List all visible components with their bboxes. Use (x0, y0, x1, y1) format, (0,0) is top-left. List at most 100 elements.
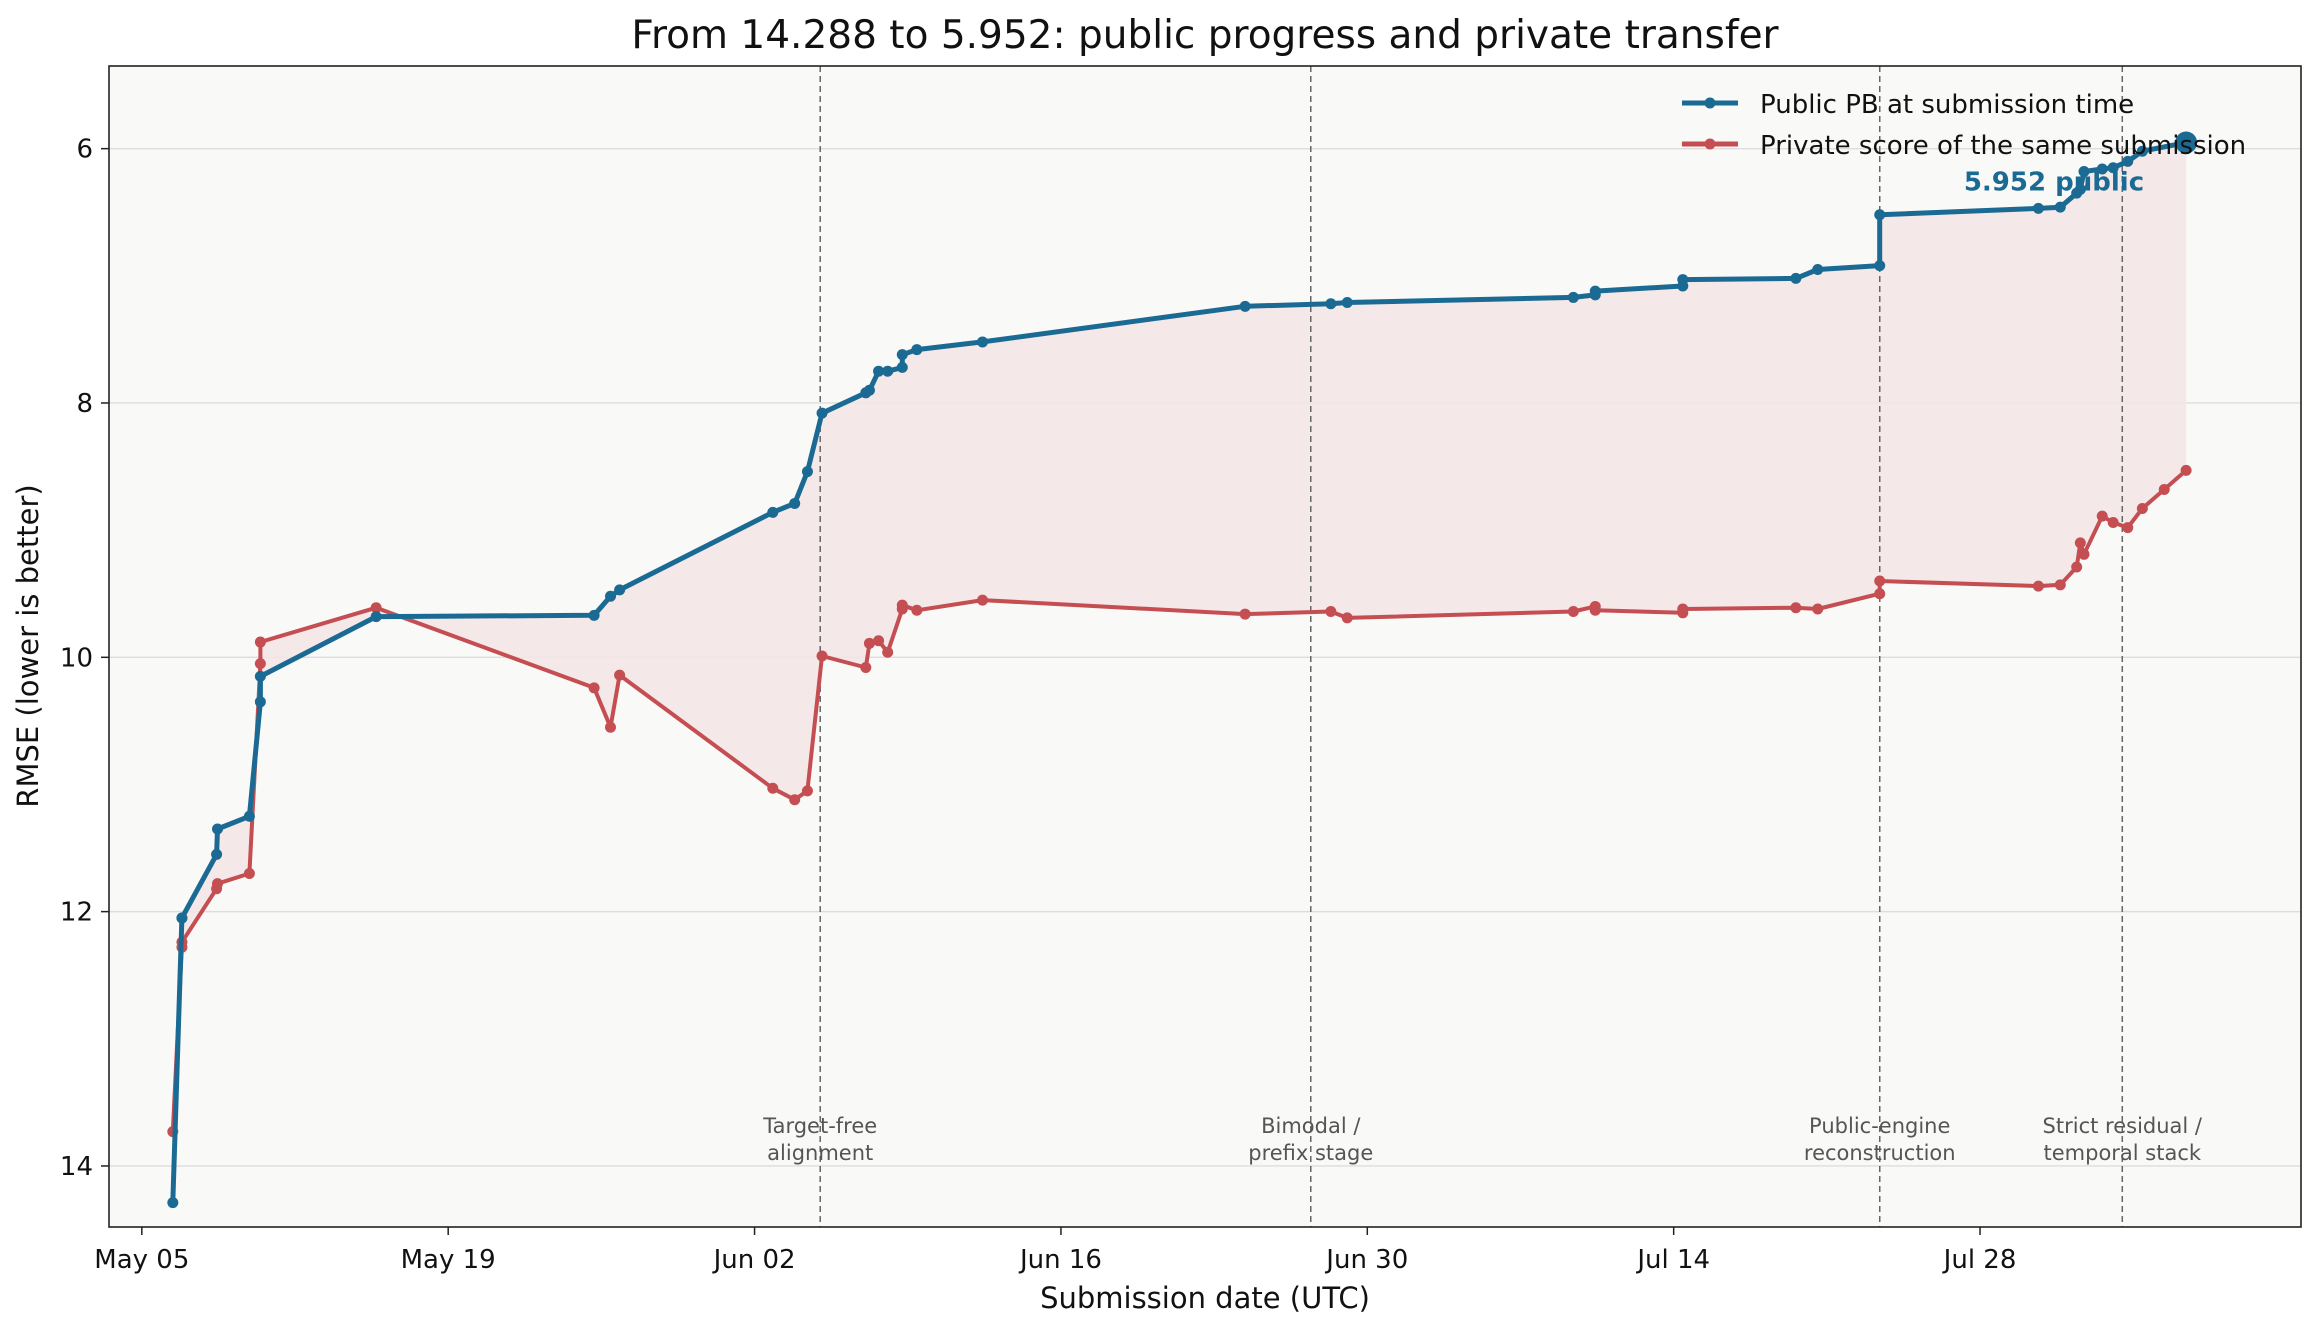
annotation-0: 5.952 public (1964, 168, 2144, 198)
point-private-12 (767, 782, 779, 794)
x-tick-label-1: May 19 (401, 1245, 496, 1275)
annotations: 5.952 public (1964, 168, 2144, 198)
point-private-7 (254, 636, 266, 648)
point-public-4 (212, 823, 224, 835)
point-public-33 (1812, 263, 1824, 275)
point-public-23 (977, 336, 989, 348)
point-private-21 (896, 599, 908, 611)
y-tick-label-0: 6 (76, 135, 93, 165)
point-private-5 (243, 867, 255, 879)
point-private-39 (2074, 537, 2086, 549)
point-private-8 (370, 602, 382, 614)
legend-label-public: Public PB at submission time (1760, 90, 2134, 120)
point-public-22 (911, 344, 923, 356)
point-public-7 (254, 670, 266, 682)
point-public-20 (896, 361, 908, 373)
point-public-29 (1589, 285, 1601, 297)
legend-label-private: Private score of the same submission (1760, 131, 2246, 161)
point-public-13 (789, 497, 801, 509)
point-private-41 (2096, 510, 2108, 522)
point-public-2 (176, 912, 188, 924)
gap-fill (172, 142, 2187, 1203)
point-private-33 (1812, 603, 1824, 615)
point-private-26 (1341, 612, 1353, 624)
point-private-34 (1874, 588, 1886, 600)
milestone-label-3-line1: Strict residual / (2043, 1114, 2203, 1138)
point-public-43 (2122, 155, 2134, 167)
point-public-9 (588, 609, 600, 621)
point-private-46 (2180, 464, 2192, 476)
point-public-8 (370, 611, 382, 623)
point-private-35 (1874, 575, 1886, 587)
point-public-44 (2136, 145, 2148, 157)
point-private-6 (254, 658, 266, 670)
x-tick-label-5: Jul 14 (1635, 1245, 1710, 1275)
point-public-40 (2078, 166, 2090, 178)
point-private-25 (1325, 606, 1337, 618)
series-layer (167, 131, 2198, 1209)
point-public-18 (873, 365, 885, 377)
point-public-6 (254, 696, 266, 708)
point-private-27 (1567, 606, 1579, 618)
milestone-label-2-line1: Public-engine (1809, 1114, 1950, 1138)
point-private-36 (2032, 580, 2044, 592)
point-private-13 (789, 794, 801, 806)
y-tick-label-1: 8 (76, 389, 93, 419)
point-public-10 (604, 590, 616, 602)
point-private-17 (863, 637, 875, 649)
point-public-3 (211, 848, 223, 860)
y-tick-label-2: 10 (60, 643, 93, 673)
point-public-15 (816, 407, 828, 419)
legend-marker-private (1704, 138, 1716, 150)
point-public-12 (767, 506, 779, 518)
point-private-37 (2054, 579, 2066, 591)
point-private-4 (212, 878, 224, 890)
x-tick-label-3: Jun 16 (1018, 1245, 1102, 1275)
point-public-35 (1874, 209, 1886, 221)
point-public-14 (801, 466, 813, 478)
legend: Public PB at submission time Private sco… (1682, 90, 2246, 161)
milestone-label-3-line2: temporal stack (2044, 1141, 2202, 1165)
point-private-16 (860, 661, 872, 673)
point-private-15 (816, 650, 828, 662)
point-public-27 (1567, 291, 1579, 303)
milestone-label-2-line2: reconstruction (1804, 1141, 1956, 1165)
point-private-22 (911, 604, 923, 616)
point-public-31 (1677, 274, 1689, 286)
point-public-24 (1239, 300, 1251, 312)
milestone-label-1-line1: Bimodal / (1261, 1114, 1361, 1138)
point-private-44 (2136, 503, 2148, 515)
point-public-34 (1874, 260, 1886, 272)
milestones: Target-free alignment Bimodal / prefix stag… (762, 66, 2203, 1227)
point-public-45 (2175, 131, 2198, 154)
point-public-17 (863, 384, 875, 396)
x-tick-label-4: Jun 30 (1324, 1245, 1408, 1275)
point-private-42 (2107, 517, 2119, 529)
point-public-26 (1341, 297, 1353, 309)
point-private-14 (801, 785, 813, 797)
point-private-11 (614, 669, 626, 681)
point-public-19 (882, 365, 894, 377)
point-public-5 (243, 810, 255, 822)
point-private-23 (977, 594, 989, 606)
point-private-38 (2071, 561, 2083, 573)
point-public-21 (896, 349, 908, 361)
milestone-label-0-line2: alignment (767, 1141, 873, 1165)
point-public-36 (2032, 202, 2044, 214)
point-private-19 (882, 646, 894, 658)
point-private-31 (1677, 603, 1689, 615)
gap-fill-area (172, 142, 2187, 1203)
point-public-37 (2054, 201, 2066, 213)
y-tick-label-4: 14 (60, 1152, 93, 1182)
y-axis-label: RMSE (lower is better) (11, 484, 45, 807)
legend-marker-public (1704, 97, 1716, 109)
point-public-25 (1325, 298, 1337, 310)
point-public-42 (2107, 162, 2119, 174)
milestone-label-0-line1: Target-free (762, 1114, 877, 1138)
x-axis-label: Submission date (UTC) (1040, 1281, 1370, 1315)
point-public-0 (167, 1197, 179, 1209)
milestone-label-1-line2: prefix stage (1248, 1141, 1373, 1165)
point-private-18 (873, 635, 885, 647)
point-public-11 (614, 584, 626, 596)
